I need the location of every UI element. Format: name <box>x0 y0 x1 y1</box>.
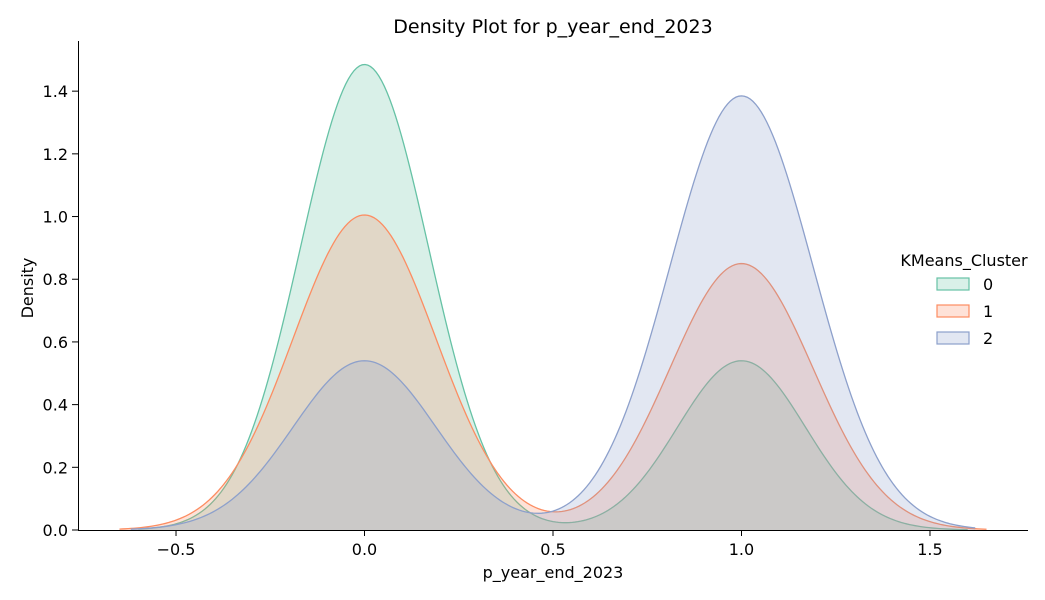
y-ticks: 0.0 0.2 0.4 0.6 0.8 1.0 1.2 1.4 <box>43 82 78 540</box>
x-tick-label: 0.5 <box>540 540 565 559</box>
y-tick-label: 0.4 <box>43 396 68 415</box>
y-tick-label: 0.6 <box>43 333 68 352</box>
density-line-cluster-2 <box>130 95 976 530</box>
y-tick-label: 1.0 <box>43 208 68 227</box>
legend-swatch-cluster-0 <box>936 277 970 291</box>
y-tick-label: 0.2 <box>43 458 68 477</box>
legend-label-cluster-0: 0 <box>983 275 993 294</box>
chart-title: Density Plot for p_year_end_2023 <box>393 16 712 38</box>
series-layer <box>119 63 987 531</box>
legend-label-cluster-1: 1 <box>983 302 993 321</box>
y-tick-label: 0.0 <box>43 521 68 540</box>
x-tick-label: −0.5 <box>157 540 196 559</box>
y-tick-label: 1.4 <box>43 82 68 101</box>
y-tick-label: 1.2 <box>43 145 68 164</box>
legend-swatch-cluster-1 <box>936 304 970 318</box>
legend-title: KMeans_Cluster <box>900 251 1028 271</box>
legend: KMeans_Cluster 0 1 2 <box>900 251 1028 348</box>
x-tick-label: 0.0 <box>352 540 377 559</box>
density-line-cluster-1 <box>119 214 987 530</box>
x-tick-label: 1.5 <box>917 540 942 559</box>
x-tick-label: 1.0 <box>729 540 754 559</box>
legend-label-cluster-2: 2 <box>983 329 993 348</box>
legend-entries: 0 1 2 <box>936 275 993 348</box>
legend-swatch-cluster-2 <box>936 331 970 345</box>
x-axis-label: p_year_end_2023 <box>483 563 624 583</box>
density-area-cluster-1 <box>119 214 987 531</box>
x-ticks: −0.5 0.0 0.5 1.0 1.5 <box>157 530 943 559</box>
density-area-cluster-0 <box>138 64 968 531</box>
density-area-cluster-2 <box>130 95 976 531</box>
y-tick-label: 0.8 <box>43 270 68 289</box>
y-axis-label: Density <box>18 258 37 319</box>
density-line-cluster-0 <box>138 63 968 531</box>
